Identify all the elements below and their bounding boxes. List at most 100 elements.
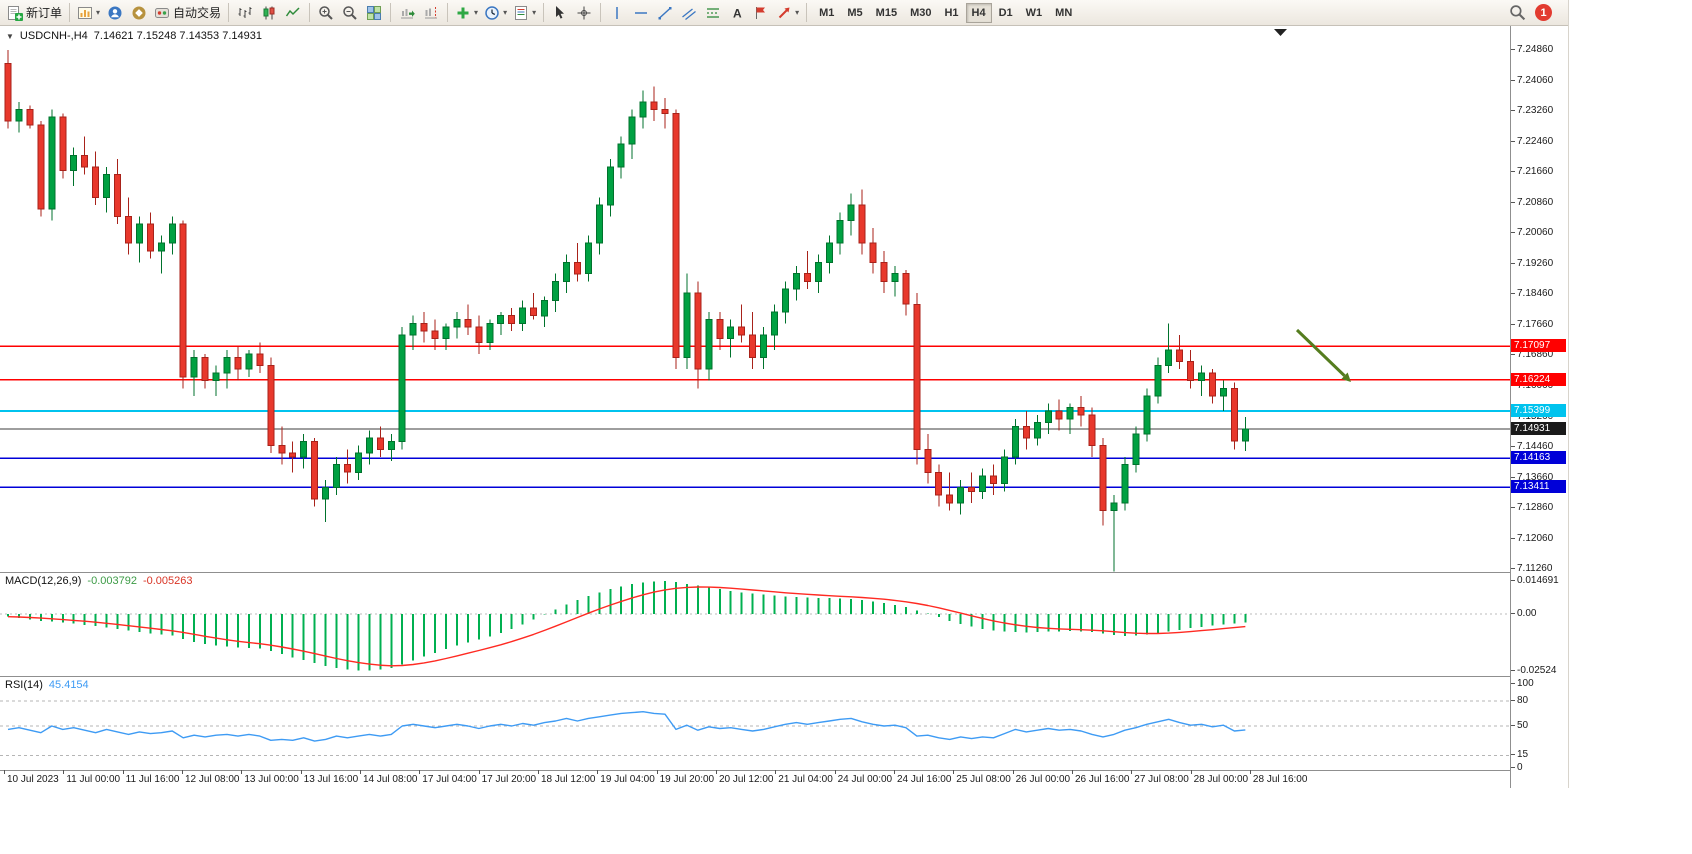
time-label: 25 Jul 08:00 xyxy=(956,774,1011,785)
time-tickmark xyxy=(597,770,599,774)
timeframe-m30[interactable]: M30 xyxy=(904,3,937,23)
macd-name: MACD(12,26,9) xyxy=(5,575,82,587)
tile-windows-button[interactable] xyxy=(362,2,386,24)
price-tick-tickmark xyxy=(1511,79,1515,81)
bar-chart-icon xyxy=(238,6,252,18)
tile-windows-icon xyxy=(367,5,382,20)
time-axis[interactable]: 10 Jul 2023 11 Jul 00:00 11 Jul 16:00 12 Ju… xyxy=(0,770,1510,788)
price-badge-7.17097: 7.17097 xyxy=(1511,339,1566,352)
vertical-line-button[interactable] xyxy=(605,2,629,24)
macd-pane[interactable]: MACD(12,26,9) -0.003792 -0.005263 xyxy=(0,572,1510,676)
profile-button[interactable] xyxy=(103,2,127,24)
price-tick: 7.16860 xyxy=(1517,349,1554,361)
price-chart-pane[interactable]: ▼ USDCNH-,H4 7.14621 7.15248 7.14353 7.1… xyxy=(0,26,1510,572)
cursor-button[interactable] xyxy=(548,2,572,24)
text-button[interactable]: A xyxy=(725,2,749,24)
pane-divider xyxy=(0,770,1568,771)
price-tick-tickmark xyxy=(1511,446,1515,448)
crosshair-icon xyxy=(577,6,591,19)
chart-shift-button[interactable] xyxy=(419,2,443,24)
time-label: 12 Jul 08:00 xyxy=(184,774,240,785)
crosshair-button[interactable] xyxy=(572,2,596,24)
line-chart-button[interactable] xyxy=(281,2,305,24)
price-tick-tickmark xyxy=(1511,262,1515,264)
notification-badge[interactable]: 1 xyxy=(1535,4,1552,21)
trendline-button[interactable] xyxy=(653,2,677,24)
toolbar-separator xyxy=(390,3,392,22)
timeframe-m5[interactable]: M5 xyxy=(841,3,868,23)
svg-text:A: A xyxy=(733,6,742,20)
price-tick: 7.13660 xyxy=(1517,471,1554,483)
text-icon: A xyxy=(733,6,742,20)
time-tickmark xyxy=(4,770,5,774)
price-tick: 7.24060 xyxy=(1517,74,1554,86)
indicators-button[interactable]: ▾ xyxy=(452,2,481,24)
annotation-arrowhead-icon xyxy=(1341,372,1351,382)
timeframe-d1[interactable]: D1 xyxy=(993,3,1019,23)
autotrade-label: 自动交易 xyxy=(173,6,222,20)
toolbar-separator xyxy=(447,3,449,22)
pane-divider[interactable] xyxy=(0,572,1568,573)
arrow-object-icon xyxy=(778,7,790,18)
label-flag-icon xyxy=(756,6,766,19)
search-button[interactable] xyxy=(1505,2,1529,24)
rsi-value: 45.4154 xyxy=(48,679,89,691)
new-order-button[interactable]: 新订单 xyxy=(4,2,65,24)
time-tickmark xyxy=(419,770,421,774)
timeframe-m1[interactable]: M1 xyxy=(813,3,840,23)
rsi-tick-tickmark xyxy=(1511,754,1515,756)
horizontal-line-icon xyxy=(635,11,648,14)
new-chart-button[interactable]: ▾ xyxy=(74,2,103,24)
time-label: 26 Jul 16:00 xyxy=(1074,774,1130,785)
zoom-out-button[interactable] xyxy=(338,2,362,24)
periods-button[interactable]: ▾ xyxy=(481,2,510,24)
time-label: 27 Jul 08:00 xyxy=(1134,774,1189,785)
dropdown-caret-icon: ▾ xyxy=(795,7,800,17)
timeframe-mn[interactable]: MN xyxy=(1049,3,1078,23)
autotrade-button[interactable]: 自动交易 xyxy=(151,2,224,24)
time-label: 18 Jul 12:00 xyxy=(540,774,596,785)
price-tick-tickmark xyxy=(1511,323,1515,325)
auto-scroll-button[interactable] xyxy=(395,2,419,24)
timeframe-m15[interactable]: M15 xyxy=(870,3,903,23)
community-button[interactable] xyxy=(127,2,151,24)
rsi-label: RSI(14) 45.4154 xyxy=(5,679,89,691)
price-badge-7.14931: 7.14931 xyxy=(1511,422,1566,435)
time-tickmark xyxy=(122,770,124,774)
chart-shift-marker-icon[interactable] xyxy=(1274,29,1287,36)
rsi-tick: 100 xyxy=(1517,678,1534,689)
zoom-out-icon xyxy=(343,5,357,20)
templates-button[interactable]: ▾ xyxy=(510,2,539,24)
collapse-triangle-icon[interactable]: ▼ xyxy=(6,31,14,41)
price-tick-tickmark xyxy=(1511,232,1515,234)
channel-icon xyxy=(682,7,696,20)
label-button[interactable] xyxy=(749,2,773,24)
dropdown-caret-icon: ▾ xyxy=(503,7,508,17)
time-label: 19 Jul 20:00 xyxy=(659,774,715,785)
timeframe-h4[interactable]: H4 xyxy=(965,2,992,23)
price-tick: 7.22460 xyxy=(1517,135,1554,147)
arrows-button[interactable]: ▾ xyxy=(773,2,802,24)
fibonacci-button[interactable] xyxy=(701,2,725,24)
rsi-pane[interactable]: RSI(14) 45.4154 xyxy=(0,676,1510,770)
zoom-in-button[interactable] xyxy=(314,2,338,24)
channel-button[interactable] xyxy=(677,2,701,24)
trendline-icon xyxy=(658,6,672,19)
annotation-arrow[interactable] xyxy=(1295,328,1346,377)
horizontal-line-button[interactable] xyxy=(629,2,653,24)
bar-chart-button[interactable] xyxy=(233,2,257,24)
candlestick-chart-button[interactable] xyxy=(257,2,281,24)
timeframe-h1[interactable]: H1 xyxy=(938,3,964,23)
pane-divider[interactable] xyxy=(0,676,1568,677)
price-badge-7.15399: 7.15399 xyxy=(1511,404,1566,417)
macd-tick-tickmark xyxy=(1511,579,1515,581)
time-tickmark xyxy=(775,770,777,774)
zoom-in-icon xyxy=(319,5,333,20)
price-badge-7.13411: 7.13411 xyxy=(1511,480,1566,493)
macd-signal-value: -0.005263 xyxy=(142,575,193,587)
rsi-chart xyxy=(0,700,1510,756)
price-scale[interactable]: 7.24860 7.24060 7.23260 7.22460 7.21660 7.208… xyxy=(1510,26,1568,788)
price-tick-tickmark xyxy=(1511,476,1515,478)
time-tickmark xyxy=(834,770,836,774)
timeframe-w1[interactable]: W1 xyxy=(1020,3,1049,23)
